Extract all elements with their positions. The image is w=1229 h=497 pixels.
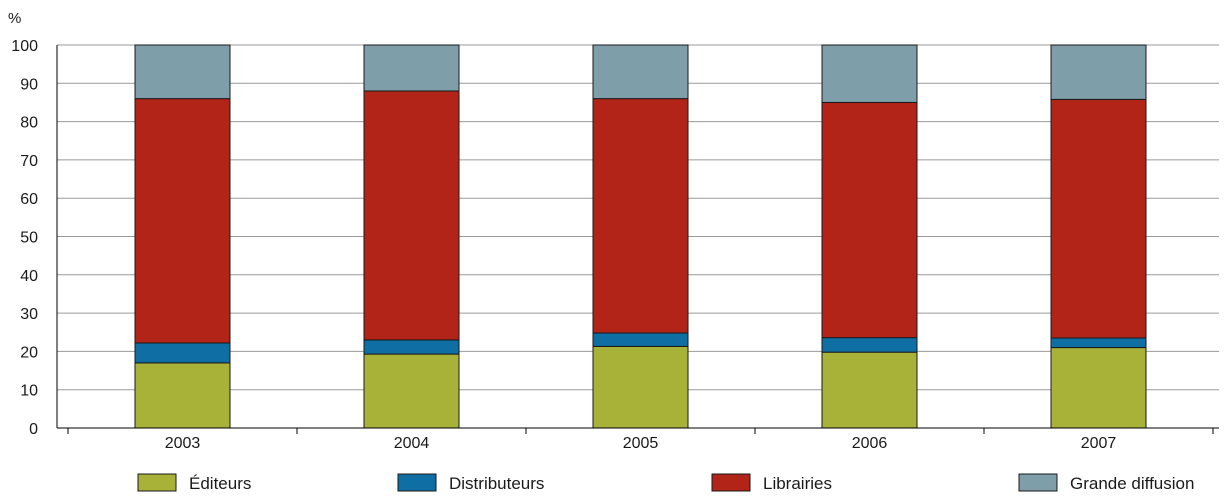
bar-segment-librairies-2006 xyxy=(821,101,918,339)
y-tick-label: 50 xyxy=(20,230,38,247)
legend-label: Distributeurs xyxy=(449,474,544,493)
bars xyxy=(134,44,1147,429)
bar-segment-librairies-2005 xyxy=(592,98,689,334)
y-axis-unit-label: % xyxy=(8,10,21,27)
x-tick-label: 2006 xyxy=(852,435,888,452)
y-tick-label: 20 xyxy=(20,344,38,361)
bar-segment-distributeurs-2006 xyxy=(821,337,918,353)
y-tick-label: 70 xyxy=(20,153,38,170)
bar-segment-grande-diffusion-2007 xyxy=(1050,44,1147,100)
y-tick-label: 60 xyxy=(20,191,38,208)
legend-label: Grande diffusion xyxy=(1070,474,1194,493)
bar-segment--diteurs-2006 xyxy=(821,351,918,429)
x-axis-ticks: 2003 2004 2005 2006 2007 xyxy=(165,435,1117,452)
bar-segment-distributeurs-2004 xyxy=(363,339,460,355)
bar-segment--diteurs-2005 xyxy=(592,345,689,429)
x-tick-label: 2004 xyxy=(394,435,430,452)
y-tick-label: 40 xyxy=(20,268,38,285)
bar-segment--diteurs-2007 xyxy=(1050,347,1147,429)
bar-segment-grande-diffusion-2005 xyxy=(592,44,689,100)
legend-label: Éditeurs xyxy=(189,474,251,493)
x-tick-label: 2005 xyxy=(623,435,659,452)
x-tick-label: 2003 xyxy=(165,435,201,452)
y-tick-label: 10 xyxy=(20,383,38,400)
y-tick-label: 90 xyxy=(20,76,38,93)
bar-segment-grande-diffusion-2004 xyxy=(363,44,460,92)
x-tick-label: 2007 xyxy=(1081,435,1117,452)
legend-swatch xyxy=(711,473,751,492)
legend: Éditeurs Distributeurs Librairies Grande di… xyxy=(137,473,1194,493)
bar-segment-distributeurs-2003 xyxy=(134,342,231,364)
bar-segment--diteurs-2003 xyxy=(134,362,231,429)
bar-segment--diteurs-2004 xyxy=(363,353,460,429)
legend-swatch xyxy=(397,473,437,492)
bar-segment-librairies-2004 xyxy=(363,90,460,341)
bar-segment-librairies-2003 xyxy=(134,98,231,344)
bar-segment-distributeurs-2007 xyxy=(1050,337,1147,349)
y-tick-label: 80 xyxy=(20,115,38,132)
y-tick-label: 0 xyxy=(29,421,38,438)
bar-segment-grande-diffusion-2003 xyxy=(134,44,231,100)
bar-segment-librairies-2007 xyxy=(1050,98,1147,339)
y-tick-label: 30 xyxy=(20,306,38,323)
axes xyxy=(56,45,1219,434)
legend-swatch xyxy=(137,473,177,492)
y-axis-ticks: 0 10 20 30 40 50 60 70 80 90 100 xyxy=(11,38,38,438)
bar-segment-distributeurs-2005 xyxy=(592,332,689,347)
legend-label: Librairies xyxy=(763,474,832,493)
y-tick-label: 100 xyxy=(11,38,38,55)
legend-swatch xyxy=(1018,473,1058,492)
bar-segment-grande-diffusion-2006 xyxy=(821,44,918,103)
